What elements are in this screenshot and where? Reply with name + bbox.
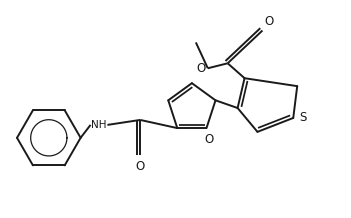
Text: S: S — [299, 111, 306, 124]
Text: O: O — [205, 133, 214, 146]
Text: O: O — [264, 15, 274, 27]
Text: O: O — [135, 160, 145, 173]
Text: NH: NH — [91, 120, 106, 130]
Text: O: O — [197, 62, 206, 75]
